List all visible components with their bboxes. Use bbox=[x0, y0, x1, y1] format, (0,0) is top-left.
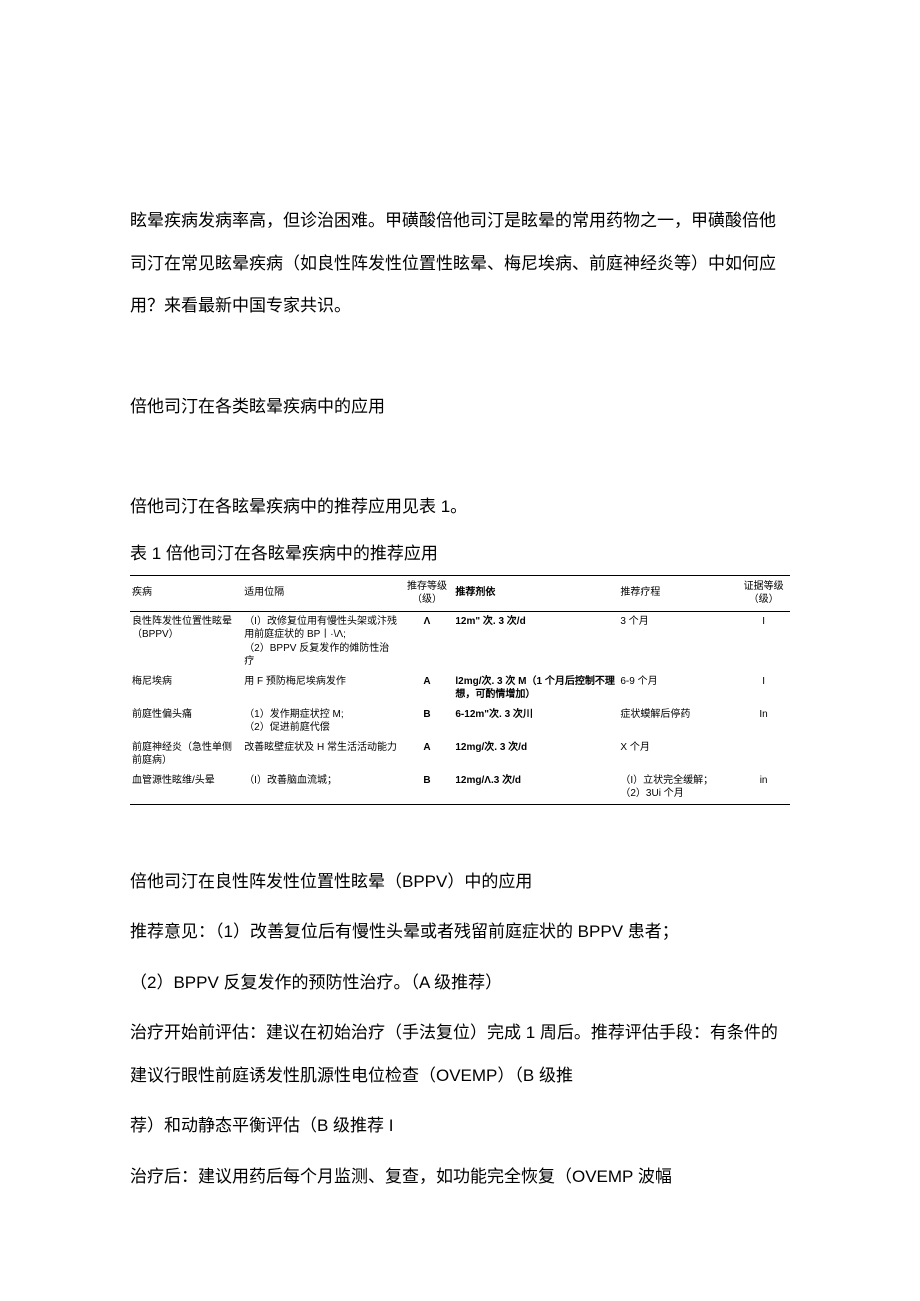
cell-dosage: l2mg/次. 3 次 M（1 个月后控制不理想，可酌情增加） bbox=[453, 672, 618, 705]
table-row: 前庭性偏头痛 （1）发作期症状控 M;（2）促进前庭代偿 B 6-12m"次. … bbox=[130, 705, 790, 738]
cell-evidence: in bbox=[737, 771, 790, 805]
cell-indication: 改善眩壁症状及 H 常生活活动能力 bbox=[242, 738, 400, 771]
cell-evidence bbox=[737, 738, 790, 771]
cell-reclevel: B bbox=[401, 771, 454, 805]
cell-evidence: In bbox=[737, 705, 790, 738]
cell-dosage: 12mg/Λ.3 次/d bbox=[453, 771, 618, 805]
cell-disease: 血管源性眩维/头晕 bbox=[130, 771, 242, 805]
cell-disease: 梅尼埃病 bbox=[130, 672, 242, 705]
col-header-dosage: 推荐剂依 bbox=[453, 575, 618, 611]
table-row: 血管源性眩维/头晕 （I）改善脑血流城； B 12mg/Λ.3 次/d （I）立… bbox=[130, 771, 790, 805]
recommendation-table: 疾病 适用位隔 推存等级（级） 推荐剂依 推荐疗程 证据等级（级） 良性阵发性位… bbox=[130, 575, 790, 805]
spacer bbox=[130, 833, 790, 861]
cell-dosage: 12m" 次. 3 次/d bbox=[453, 611, 618, 672]
col-header-indication: 适用位隔 bbox=[242, 575, 400, 611]
cell-disease: 良性阵发性位置性眩晕（BPPV） bbox=[130, 611, 242, 672]
cell-reclevel: A bbox=[401, 738, 454, 771]
table-row: 良性阵发性位置性眩晕（BPPV） （I）改修复位用有慢性头架或汴残用前庭症状的 … bbox=[130, 611, 790, 672]
bppv-posttreatment: 治疗后：建议用药后每个月监测、复查，如功能完全恢复（OVEMP 波幅 bbox=[130, 1156, 790, 1199]
col-header-evidence: 证据等级（级） bbox=[737, 575, 790, 611]
table-caption: 表 1 倍他司汀在各眩晕疾病中的推荐应用 bbox=[130, 537, 790, 571]
bppv-recommendation-1: 推荐意见：（1）改善复位后有慢性头晕或者残留前庭症状的 BPPV 患者； bbox=[130, 911, 790, 954]
table-reference-line: 倍他司汀在各眩晕疾病中的推荐应用见表 1。 bbox=[130, 486, 790, 529]
bppv-heading: 倍他司汀在良性阵发性位置性眩晕（BPPV）中的应用 bbox=[130, 861, 790, 904]
intro-paragraph: 眩晕疾病发病率高，但诊治困难。甲磺酸倍他司汀是眩晕的常用药物之一，甲磺酸倍他司汀… bbox=[130, 200, 790, 328]
cell-course: （I）立状完全缓解；（2）3Ui 个月 bbox=[618, 771, 737, 805]
col-header-course: 推荐疗程 bbox=[618, 575, 737, 611]
spacer bbox=[130, 805, 790, 833]
cell-disease: 前庭性偏头痛 bbox=[130, 705, 242, 738]
cell-dosage: 12mg/次. 3 次/d bbox=[453, 738, 618, 771]
table-body: 良性阵发性位置性眩晕（BPPV） （I）改修复位用有慢性头架或汴残用前庭症状的 … bbox=[130, 611, 790, 804]
cell-reclevel: B bbox=[401, 705, 454, 738]
bppv-pretreatment-2: 荐）和动静态平衡评估（B 级推荐 I bbox=[130, 1105, 790, 1148]
cell-disease: 前庭神经炎（急性单侧前庭病） bbox=[130, 738, 242, 771]
cell-indication: （1）发作期症状控 M;（2）促进前庭代偿 bbox=[242, 705, 400, 738]
col-header-disease: 疾病 bbox=[130, 575, 242, 611]
cell-evidence: I bbox=[737, 672, 790, 705]
spacer bbox=[130, 436, 790, 486]
cell-course: 症状蟆解后停药 bbox=[618, 705, 737, 738]
table-header-row: 疾病 适用位隔 推存等级（级） 推荐剂依 推荐疗程 证据等级（级） bbox=[130, 575, 790, 611]
bppv-recommendation-2: （2）BPPV 反复发作的预防性治疗。（A 级推荐） bbox=[130, 962, 790, 1005]
cell-indication: 用 F 预防梅尼埃病发作 bbox=[242, 672, 400, 705]
table-row: 前庭神经炎（急性单侧前庭病） 改善眩壁症状及 H 常生活活动能力 A 12mg/… bbox=[130, 738, 790, 771]
bppv-pretreatment: 治疗开始前评估：建议在初始治疗（手法复位）完成 1 周后。推荐评估手段：有条件的… bbox=[130, 1012, 790, 1097]
cell-evidence: I bbox=[737, 611, 790, 672]
cell-reclevel: Λ bbox=[401, 611, 454, 672]
cell-dosage: 6-12m"次. 3 次川 bbox=[453, 705, 618, 738]
cell-course: 6-9 个月 bbox=[618, 672, 737, 705]
spacer bbox=[130, 336, 790, 386]
section-heading-application: 倍他司汀在各类眩晕疾病中的应用 bbox=[130, 386, 790, 429]
cell-indication: （I）改修复位用有慢性头架或汴残用前庭症状的 BP丨·\Λ;（2）BPPV 反复… bbox=[242, 611, 400, 672]
col-header-reclevel: 推存等级（级） bbox=[401, 575, 454, 611]
cell-indication: （I）改善脑血流城； bbox=[242, 771, 400, 805]
cell-course: 3 个月 bbox=[618, 611, 737, 672]
cell-reclevel: A bbox=[401, 672, 454, 705]
table-row: 梅尼埃病 用 F 预防梅尼埃病发作 A l2mg/次. 3 次 M（1 个月后控… bbox=[130, 672, 790, 705]
cell-course: X 个月 bbox=[618, 738, 737, 771]
